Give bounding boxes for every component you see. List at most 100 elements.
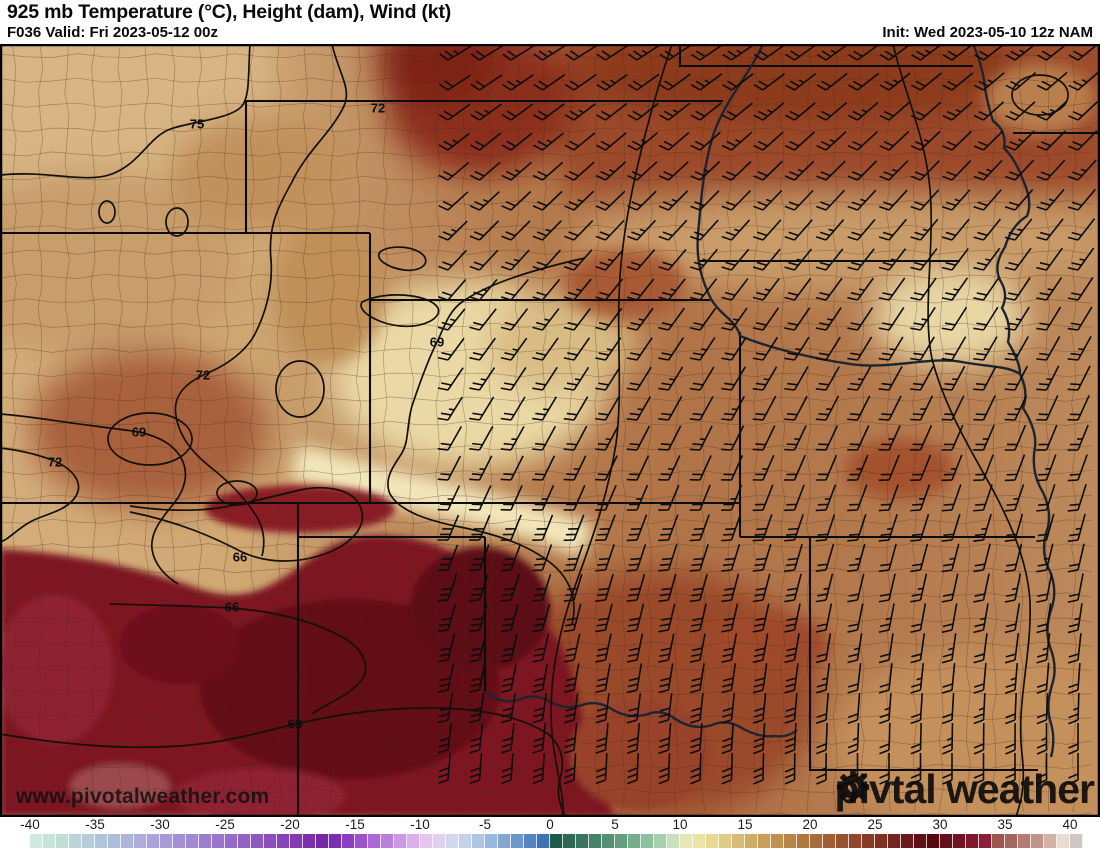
wind-barb [658, 723, 672, 755]
wind-barb [658, 337, 685, 361]
wind-barb [1067, 573, 1084, 603]
wind-barb [658, 307, 685, 331]
wind-barb [847, 484, 868, 512]
wind-barb [532, 633, 550, 663]
wind-barb [910, 573, 928, 603]
wind-barb [910, 454, 932, 482]
colorbar-cell [1018, 834, 1031, 848]
wind-barb [469, 723, 484, 754]
wind-barb [658, 455, 681, 481]
wind-barb [721, 693, 736, 724]
wind-barb [626, 544, 647, 572]
wind-barb [721, 663, 737, 694]
wind-barb [563, 307, 591, 331]
wind-barb [784, 633, 800, 664]
colorbar-cell [706, 834, 719, 848]
wind-barb [973, 573, 990, 603]
wind-barb [1036, 424, 1058, 451]
wind-barb [595, 723, 609, 754]
wind-barb [752, 307, 780, 331]
wind-barb [942, 44, 974, 61]
wind-barb [941, 336, 967, 361]
colorbar-cell [693, 834, 706, 848]
wind-barb [595, 603, 613, 633]
colorbar-cell [485, 834, 498, 848]
wind-barb [437, 663, 455, 693]
rivers [484, 44, 1056, 758]
wind-barb [973, 395, 996, 421]
wind-barb [689, 723, 703, 755]
wind-barb [533, 74, 566, 91]
wind-barb [848, 72, 880, 91]
wind-barb [815, 663, 831, 694]
wind-barb [910, 101, 942, 121]
wind-barb [627, 44, 660, 61]
wind-barb [595, 307, 623, 331]
wind-barb [816, 722, 828, 755]
colorbar-cell [784, 834, 797, 848]
colorbar-cell [1031, 834, 1044, 848]
wind-barb [973, 306, 999, 331]
wind-barb [816, 44, 849, 61]
contour-label: 75 [190, 117, 204, 132]
wind-barb [1004, 306, 1030, 331]
wind-barb [658, 396, 683, 421]
wind-barb [784, 160, 815, 181]
wind-barb [941, 573, 959, 603]
wind-barb [596, 44, 629, 61]
wind-barb [438, 103, 471, 121]
wind-barb [1036, 188, 1065, 211]
wind-barb [469, 191, 500, 211]
wind-barb [502, 45, 535, 61]
wind-barb [721, 366, 746, 391]
wind-barb [1005, 71, 1037, 91]
wind-barb [815, 425, 839, 451]
wind-barb [595, 425, 619, 451]
wind-barb [941, 277, 969, 301]
colorbar-cell [537, 834, 550, 848]
wind-barb [626, 337, 653, 361]
colorbar-cell [1005, 834, 1018, 848]
colorbar-tick: -30 [150, 817, 170, 832]
colorbar-cell [95, 834, 108, 848]
wind-barb [563, 396, 589, 421]
wind-barb [532, 308, 560, 331]
wind-barb [847, 722, 860, 755]
wind-barb [1004, 395, 1028, 421]
wind-barb [1067, 603, 1083, 634]
wind-barb [595, 366, 621, 391]
wind-barb [627, 190, 657, 211]
wind-barb [690, 160, 721, 181]
wind-barb [470, 132, 502, 151]
wind-barb [973, 365, 997, 391]
contour-label: 72 [371, 101, 385, 116]
wind-barb [1004, 424, 1027, 451]
wind-barb [973, 603, 989, 634]
colorbar-cell [953, 834, 966, 848]
wind-barb [595, 455, 618, 481]
wind-barb [752, 454, 775, 481]
wind-barb [1067, 543, 1085, 573]
wind-barb [626, 573, 646, 603]
wind-barb [469, 485, 492, 511]
colorbar-cell [628, 834, 641, 848]
wind-barb [1004, 513, 1024, 543]
wind-barb [879, 753, 890, 785]
wind-barb [595, 752, 608, 785]
wind-barb [437, 544, 459, 572]
colorbar-cell [160, 834, 173, 848]
wind-barb [1067, 454, 1088, 482]
wind-barb [847, 395, 871, 421]
wind-barb [847, 101, 879, 121]
colorbar-cell [771, 834, 784, 848]
wind-barb [878, 663, 893, 694]
wind-barb [626, 723, 641, 754]
wind-barb [500, 723, 515, 754]
wind-barb [941, 189, 971, 211]
contour-labels: 75 72 72 69 69 72 66 66 69 [48, 101, 444, 732]
wind-barb [1036, 692, 1049, 725]
wind-barb [1004, 543, 1023, 573]
wind-barb [878, 603, 895, 633]
wind-barb [1036, 130, 1067, 151]
wind-barb [532, 663, 549, 694]
